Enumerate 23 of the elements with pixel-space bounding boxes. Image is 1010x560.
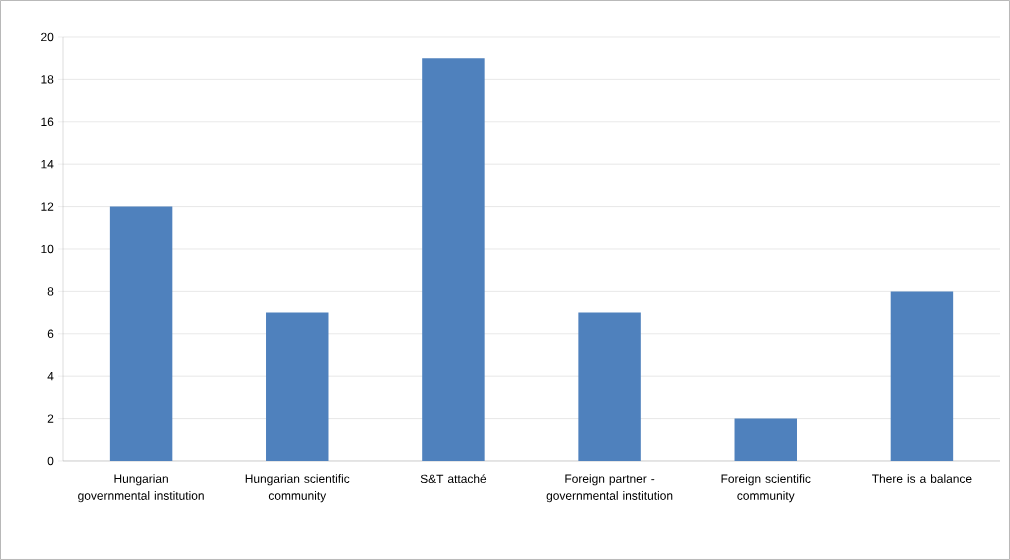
y-tick-label: 10 (41, 244, 54, 254)
y-tick-label: 16 (41, 117, 54, 127)
x-tick-label: There is a balance (872, 474, 972, 483)
y-tick-label: 20 (41, 32, 54, 42)
y-tick-label: 8 (47, 287, 54, 296)
bar (890, 291, 954, 461)
bar (109, 206, 173, 461)
x-tick-label: S&T attaché (420, 474, 487, 484)
y-tick-label: 0 (47, 456, 54, 466)
y-tick-label: 4 (47, 372, 54, 381)
y-tick-label: 12 (41, 202, 54, 211)
bar (266, 312, 329, 461)
bar (734, 418, 797, 461)
x-tick-label: Hungarian governmental institution (78, 474, 204, 503)
y-tick-label: 18 (41, 75, 54, 84)
y-tick-label: 2 (47, 414, 54, 423)
y-tick-label: 6 (47, 329, 54, 339)
x-tick-label: Foreign partner - governmental institution (546, 474, 673, 503)
x-tick-label: Hungarian scientific community (245, 474, 350, 503)
bar (422, 58, 485, 461)
x-tick-label: Foreign scientific community (721, 474, 811, 503)
bar (578, 312, 641, 461)
y-tick-label: 14 (41, 160, 54, 169)
